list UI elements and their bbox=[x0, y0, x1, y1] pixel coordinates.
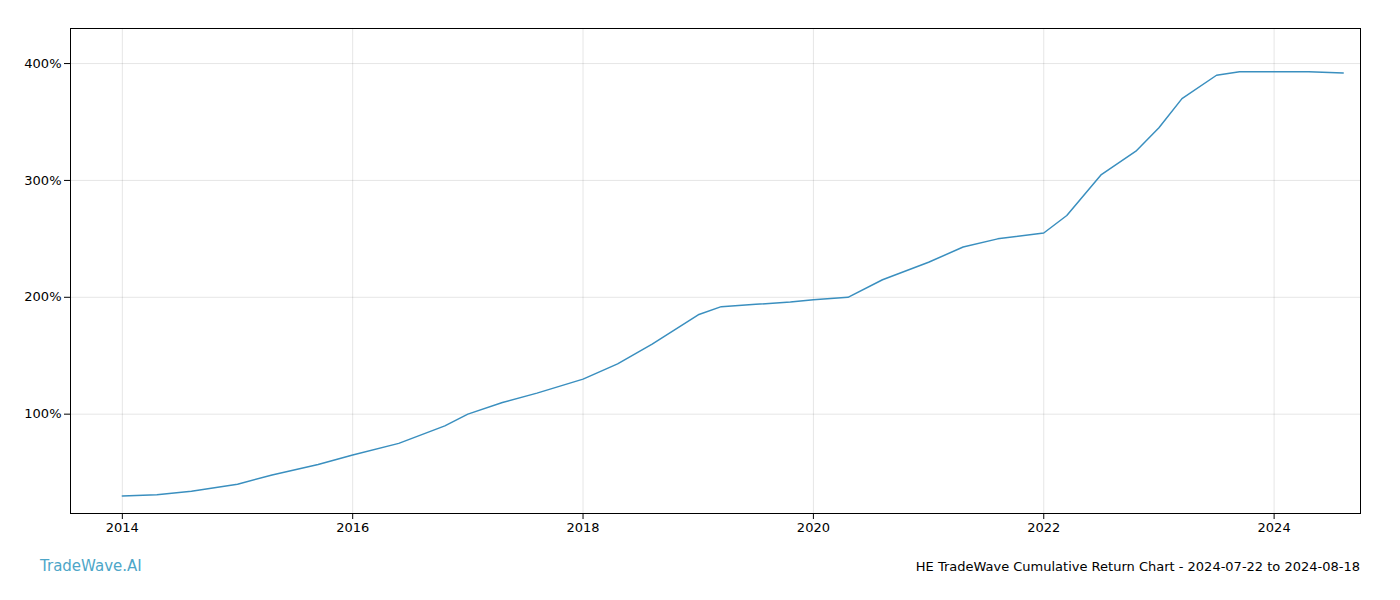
svg-text:2014: 2014 bbox=[106, 520, 139, 535]
svg-text:200%: 200% bbox=[24, 289, 61, 304]
svg-text:2018: 2018 bbox=[566, 520, 599, 535]
svg-text:2020: 2020 bbox=[797, 520, 830, 535]
svg-text:2024: 2024 bbox=[1258, 520, 1291, 535]
html-text:TradeWave.AI: TradeWave.AI bbox=[40, 557, 142, 575]
html-text:HE TradeWave Cumulative Return: HE TradeWave Cumulative Return Chart - 2… bbox=[915, 559, 1360, 574]
svg-text:100%: 100% bbox=[24, 406, 61, 421]
svg-text:2022: 2022 bbox=[1027, 520, 1060, 535]
svg-text:400%: 400% bbox=[24, 56, 61, 71]
svg-text:300%: 300% bbox=[24, 173, 61, 188]
svg-text:2016: 2016 bbox=[336, 520, 369, 535]
